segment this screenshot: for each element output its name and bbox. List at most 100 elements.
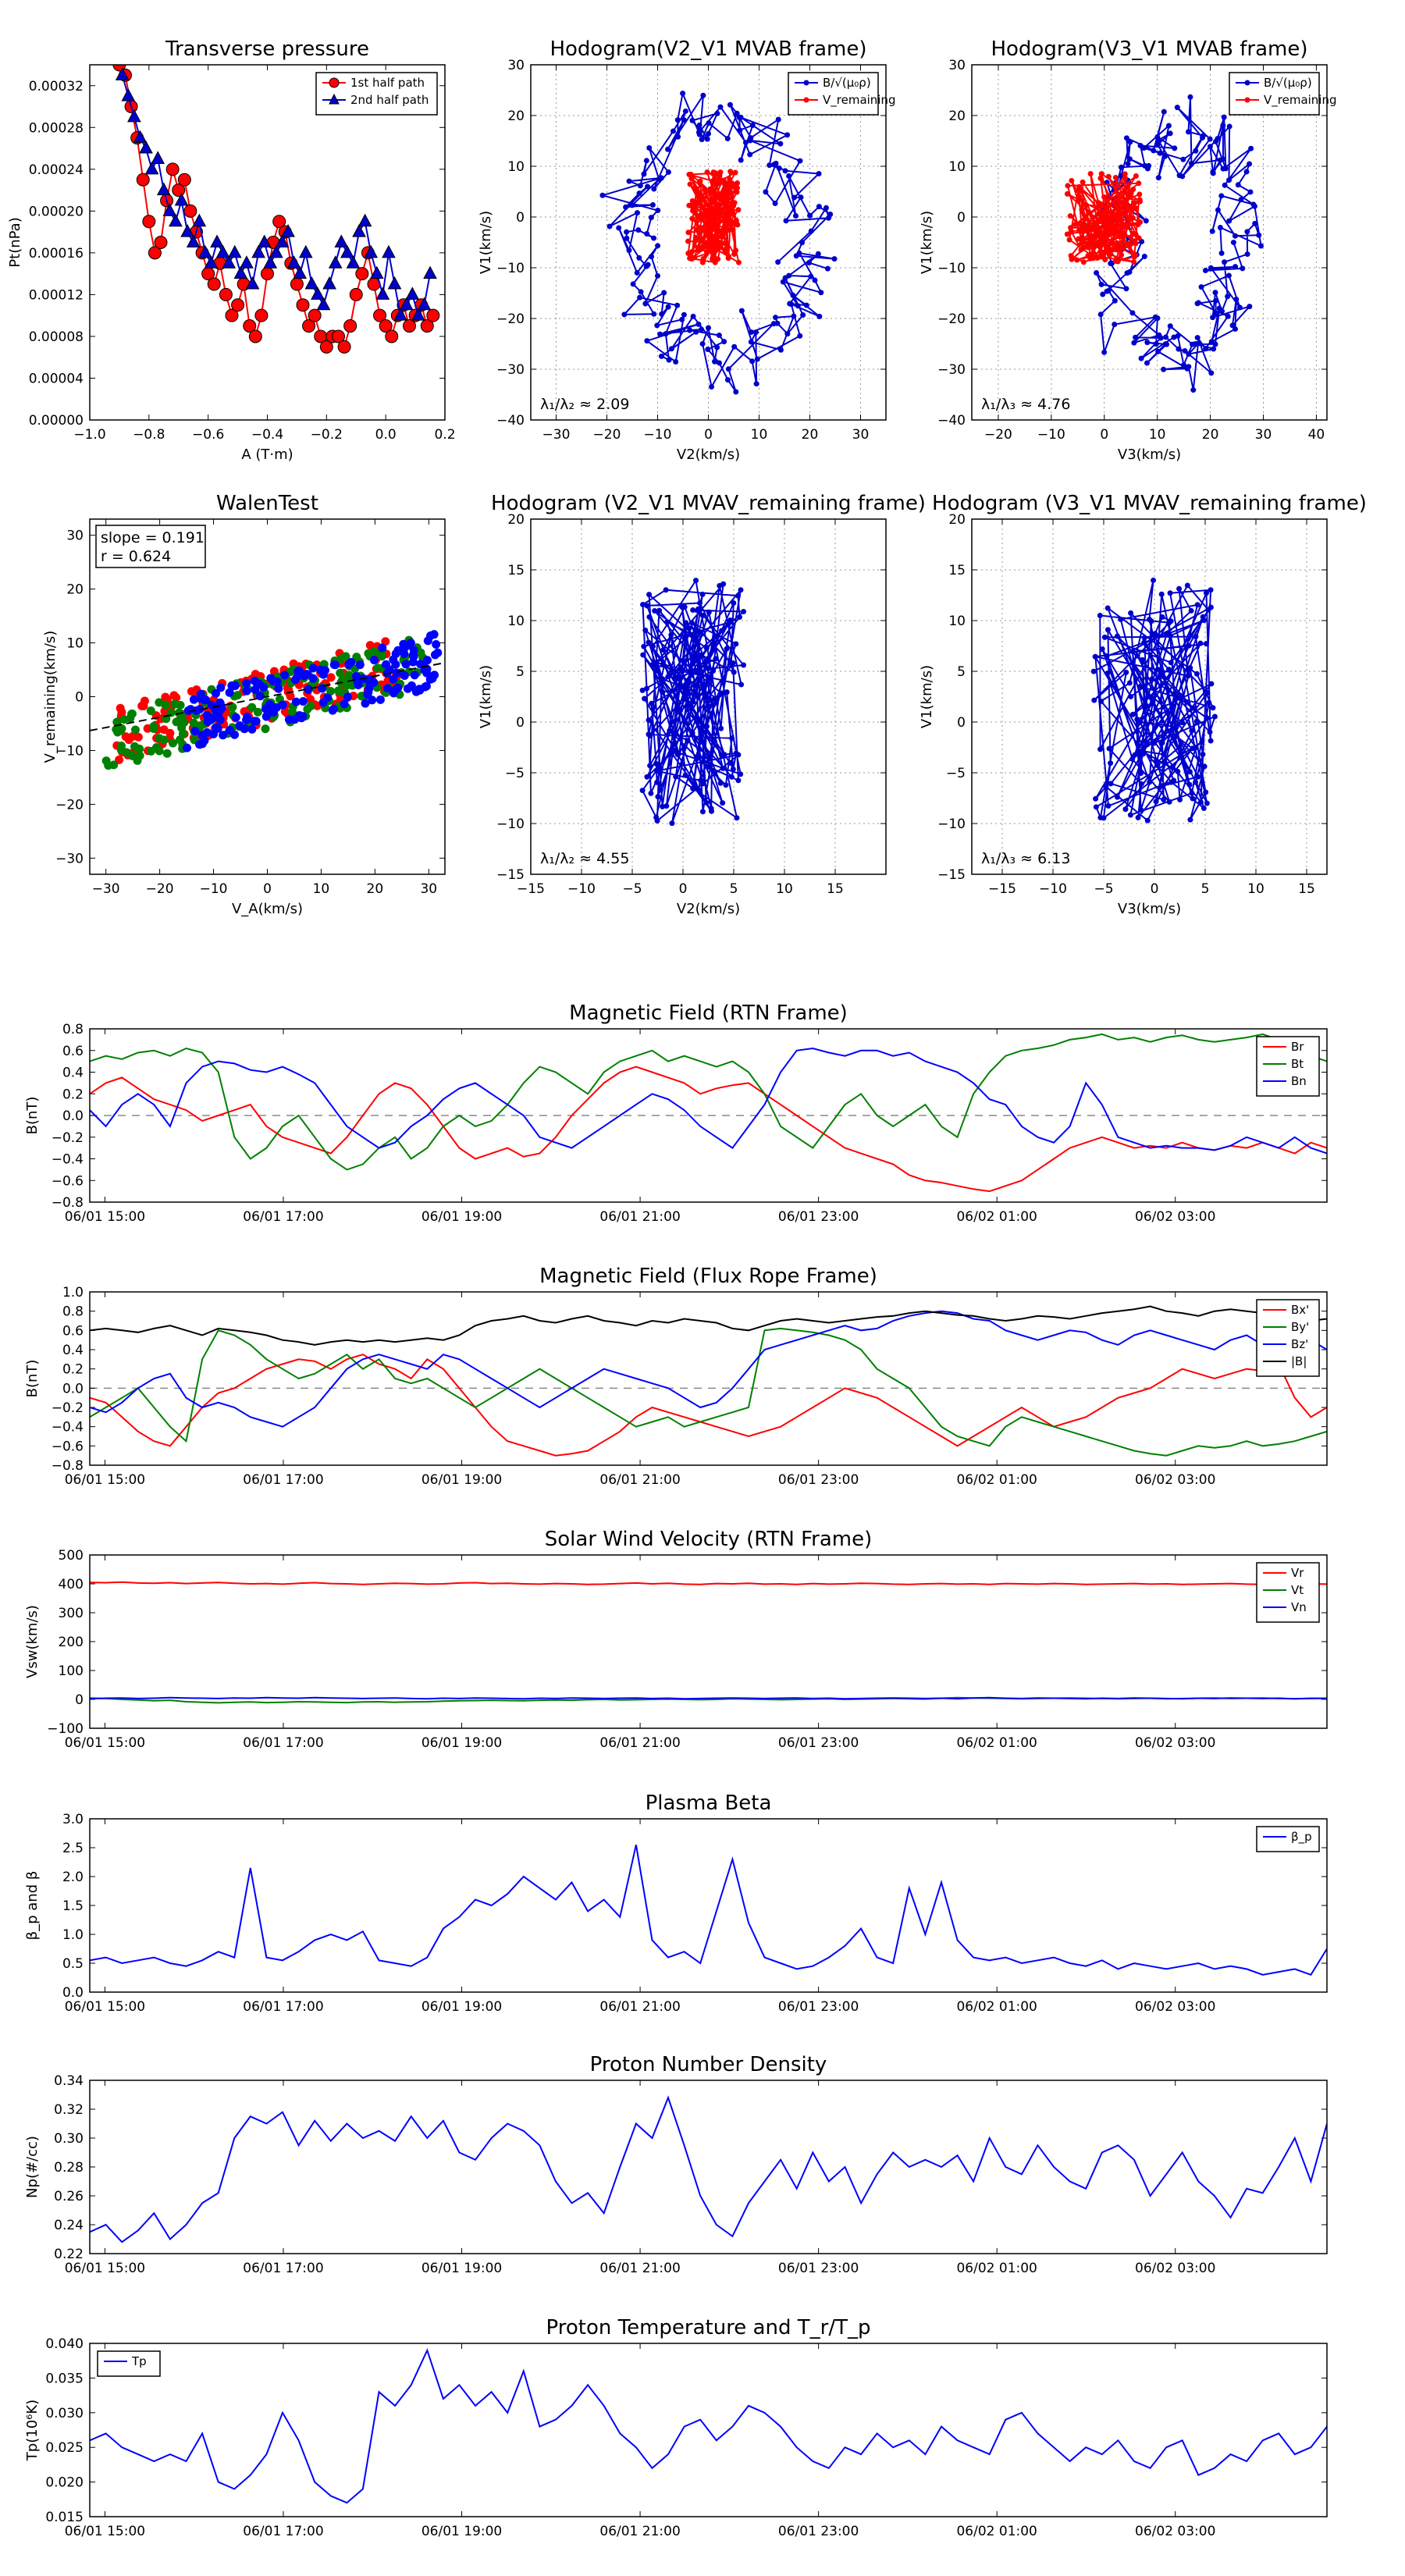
data-point <box>391 660 400 669</box>
data-point <box>1167 632 1173 639</box>
data-point <box>644 603 650 609</box>
data-point <box>1120 210 1126 216</box>
data-point <box>669 820 675 827</box>
data-point <box>298 712 308 721</box>
data-point <box>1166 667 1172 673</box>
fit-line <box>90 662 445 731</box>
data-point <box>230 730 240 739</box>
data-point <box>1230 240 1236 246</box>
data-point <box>352 224 366 237</box>
data-point <box>680 657 686 664</box>
data-point <box>1079 188 1085 194</box>
data-point <box>1141 635 1147 641</box>
data-point <box>719 177 725 183</box>
series-line-Bz' <box>90 1310 1327 1428</box>
data-point <box>1104 227 1110 233</box>
plot-frame <box>530 518 887 875</box>
data-point <box>1097 311 1104 318</box>
data-point <box>174 192 189 206</box>
x-axis-label: V_A(km/s) <box>232 901 303 917</box>
y-tick-label: 0.025 <box>45 2440 84 2456</box>
data-point <box>1176 173 1183 179</box>
data-point <box>1204 800 1210 806</box>
data-point <box>1168 660 1174 666</box>
data-point <box>695 194 702 201</box>
y-axis-label: Vsw(km/s) <box>24 1605 41 1678</box>
data-point <box>683 696 689 702</box>
data-point <box>1147 779 1153 785</box>
data-point <box>658 681 664 687</box>
data-point <box>1108 260 1114 266</box>
data-point <box>1163 334 1169 340</box>
data-point <box>654 779 660 785</box>
data-point <box>1182 347 1188 354</box>
data-point <box>741 609 747 615</box>
data-point <box>204 255 219 269</box>
data-point <box>1190 795 1196 802</box>
data-point <box>400 649 409 659</box>
data-point <box>1161 109 1167 115</box>
data-point <box>296 298 310 312</box>
data-point <box>699 137 705 143</box>
data-point <box>215 698 225 707</box>
data-point <box>685 738 691 744</box>
data-point <box>763 189 769 195</box>
data-point <box>161 700 170 710</box>
data-point <box>1161 366 1167 372</box>
data-point <box>642 627 649 633</box>
data-point <box>711 696 717 703</box>
x-tick-label: −5 <box>1094 881 1113 897</box>
data-point <box>709 383 715 390</box>
data-point <box>626 178 632 184</box>
data-point <box>704 169 710 176</box>
data-point <box>727 169 734 175</box>
data-point <box>1119 164 1125 170</box>
data-point <box>1129 660 1136 666</box>
y-tick-label: 0.6 <box>62 1323 84 1339</box>
data-point <box>1198 284 1204 290</box>
data-point <box>1089 235 1095 241</box>
data-point <box>1256 232 1262 238</box>
data-point <box>1188 607 1194 614</box>
data-point <box>1173 724 1179 730</box>
data-point <box>695 321 702 327</box>
x-tick-label: −20 <box>984 427 1012 443</box>
y-tick-label: 0.2 <box>62 1362 84 1378</box>
x-tick-label: 06/02 01:00 <box>956 1735 1037 1751</box>
y-axis-label: B(nT) <box>24 1360 41 1398</box>
y-tick-label: 0.00004 <box>29 371 84 386</box>
data-point <box>777 347 784 353</box>
data-point <box>1187 665 1193 671</box>
data-point <box>1141 254 1147 260</box>
data-point <box>668 632 674 638</box>
data-point <box>1208 370 1215 376</box>
chart-title: Magnetic Field (RTN Frame) <box>569 1002 848 1025</box>
data-point <box>721 339 727 345</box>
x-tick-label: 10 <box>313 881 330 897</box>
chart-beta: Plasma Beta 06/01 15:00 06/01 17:00 06/01 1… <box>24 1791 1328 2015</box>
data-point <box>748 339 754 345</box>
data-point <box>1197 640 1204 646</box>
data-point <box>735 592 741 599</box>
data-point <box>773 160 779 166</box>
data-point <box>706 130 712 137</box>
data-point <box>1176 744 1183 750</box>
data-point <box>1141 639 1147 646</box>
data-point <box>1093 226 1099 233</box>
data-point <box>1094 219 1100 226</box>
data-point <box>1149 676 1155 682</box>
plot-area <box>90 2095 1327 2243</box>
data-point <box>1133 334 1139 340</box>
data-point <box>1103 221 1109 227</box>
legend: B/√(μ₀ρ) V_remaining <box>788 72 896 116</box>
data-point <box>290 675 300 685</box>
data-point <box>1104 627 1111 633</box>
plot-area <box>1090 577 1218 824</box>
data-point <box>408 651 418 660</box>
data-point <box>1212 290 1218 296</box>
data-point <box>792 213 799 219</box>
data-point <box>727 619 734 625</box>
y-tick-label: 100 <box>59 1663 84 1679</box>
data-point <box>1161 153 1168 159</box>
plot-area <box>90 1581 1327 1704</box>
